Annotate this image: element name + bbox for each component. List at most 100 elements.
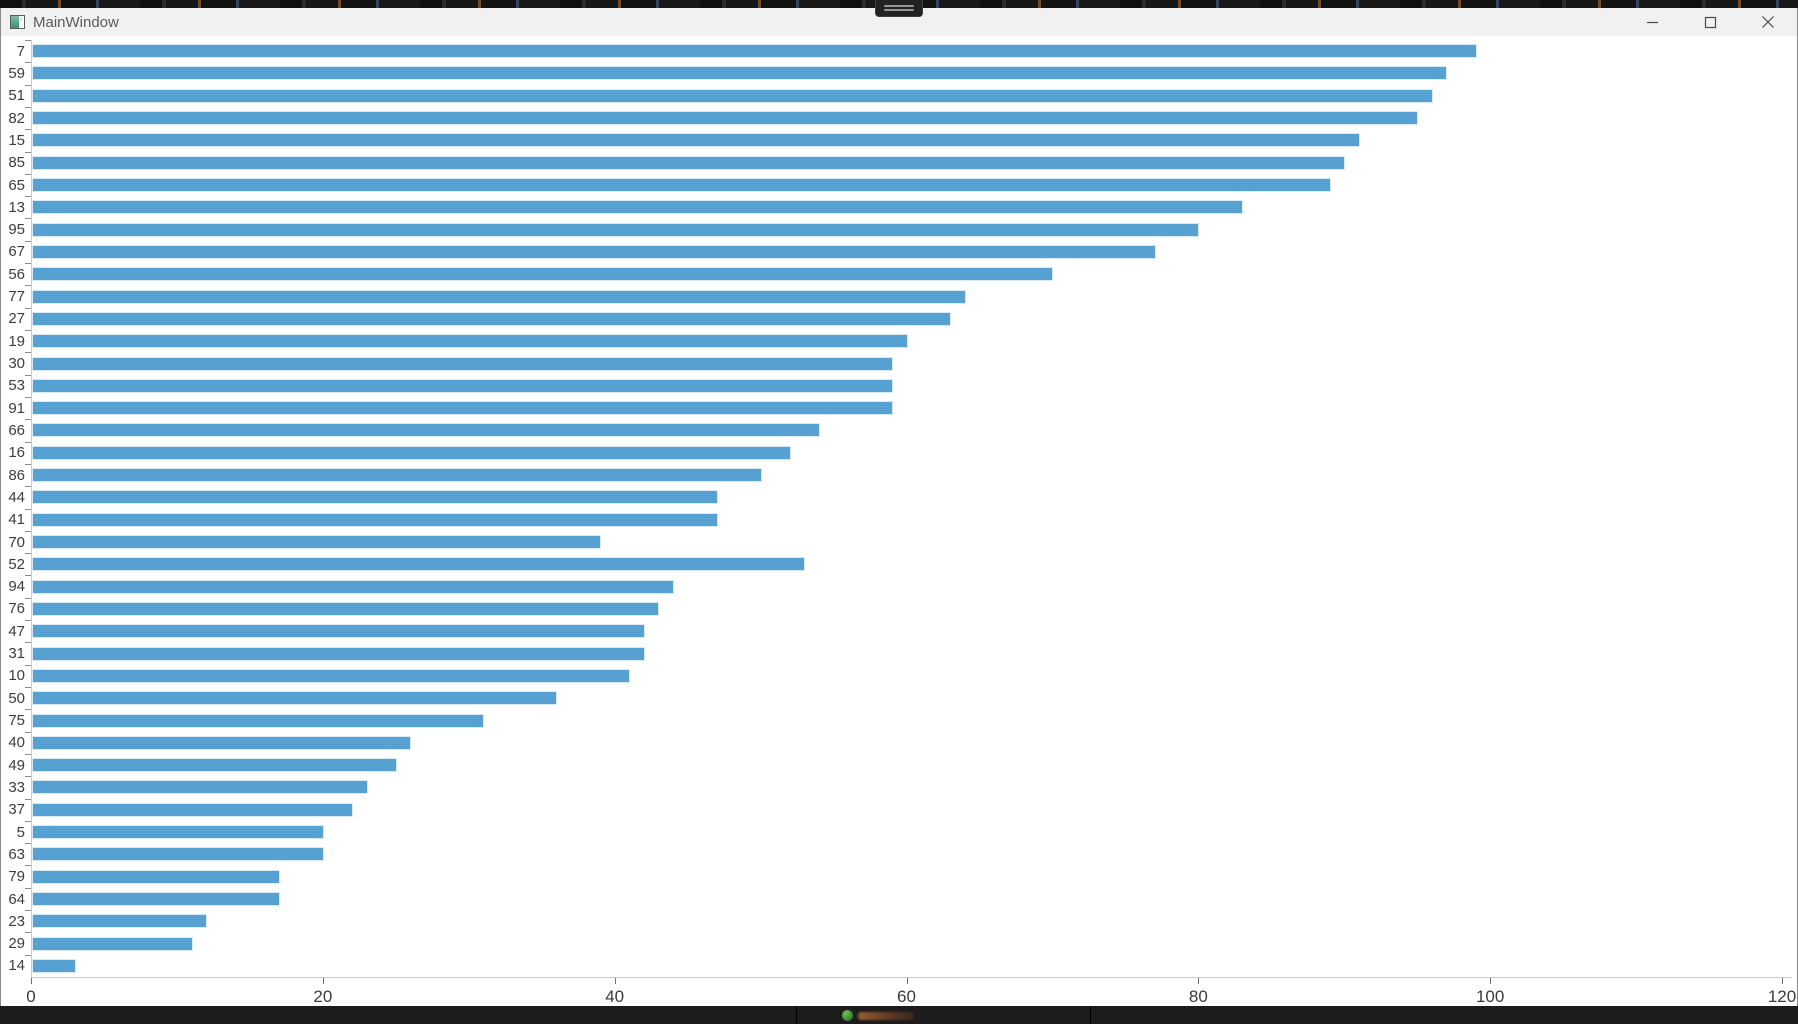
bar-row: 29 bbox=[1, 933, 1797, 955]
bar bbox=[32, 111, 1419, 126]
bar bbox=[32, 356, 893, 371]
taskbar-divider bbox=[796, 1006, 797, 1024]
bar-row: 41 bbox=[1, 509, 1797, 531]
y-tick-mark bbox=[25, 776, 31, 778]
y-tick-label: 49 bbox=[8, 756, 25, 774]
bar-row: 91 bbox=[1, 397, 1797, 419]
bar-row: 27 bbox=[1, 308, 1797, 330]
y-tick-mark bbox=[25, 106, 31, 108]
bar-row: 19 bbox=[1, 330, 1797, 352]
bar bbox=[32, 914, 208, 929]
y-tick-mark bbox=[25, 486, 31, 488]
y-tick-label: 16 bbox=[8, 444, 25, 462]
y-tick-label: 59 bbox=[8, 64, 25, 82]
bar bbox=[32, 334, 908, 349]
bar bbox=[32, 847, 324, 862]
y-tick-mark bbox=[25, 62, 31, 64]
y-tick-mark bbox=[25, 151, 31, 153]
window-title: MainWindow bbox=[33, 13, 119, 31]
y-tick-mark bbox=[25, 620, 31, 622]
bar bbox=[32, 378, 893, 393]
y-tick-label: 95 bbox=[8, 221, 25, 239]
x-tick-mark bbox=[31, 978, 32, 984]
minimize-button[interactable] bbox=[1623, 8, 1681, 36]
y-tick-label: 33 bbox=[8, 778, 25, 796]
x-tick-mark bbox=[906, 978, 908, 984]
bar bbox=[32, 668, 631, 683]
y-tick-mark bbox=[25, 307, 31, 309]
y-tick-label: 29 bbox=[8, 935, 25, 953]
taskbar-divider bbox=[1090, 1006, 1091, 1024]
y-tick-label: 56 bbox=[8, 265, 25, 283]
maximize-button[interactable] bbox=[1681, 8, 1739, 36]
y-tick-label: 85 bbox=[8, 154, 25, 172]
y-tick-label: 19 bbox=[8, 332, 25, 350]
y-tick-label: 47 bbox=[8, 622, 25, 640]
main-window: MainWindow 7 59 51 82 15 85 65 13 95 67 56 77 27 19 30… bbox=[0, 8, 1798, 1006]
bar-row: 66 bbox=[1, 419, 1797, 441]
bar bbox=[32, 445, 791, 460]
y-tick-mark bbox=[25, 954, 31, 956]
grab-handle-icon bbox=[884, 9, 914, 11]
bar-rows: 7 59 51 82 15 85 65 13 95 67 56 77 27 19 30 53 91 66 16 86 4… bbox=[1, 40, 1797, 977]
close-button[interactable] bbox=[1739, 8, 1797, 36]
bar bbox=[32, 579, 675, 594]
y-tick-label: 37 bbox=[8, 801, 25, 819]
y-tick-label: 67 bbox=[8, 243, 25, 261]
y-tick-label: 70 bbox=[8, 533, 25, 551]
x-tick-label: 100 bbox=[1475, 987, 1505, 1006]
y-tick-label: 53 bbox=[8, 377, 25, 395]
y-tick-mark bbox=[25, 240, 31, 242]
bar bbox=[32, 267, 1054, 282]
bar-row: 23 bbox=[1, 910, 1797, 932]
bar-row: 49 bbox=[1, 754, 1797, 776]
y-tick-label: 77 bbox=[8, 288, 25, 306]
y-tick-label: 41 bbox=[8, 511, 25, 529]
y-tick-label: 7 bbox=[16, 42, 25, 60]
bar-row: 95 bbox=[1, 219, 1797, 241]
y-tick-mark bbox=[25, 196, 31, 198]
bar-row: 82 bbox=[1, 107, 1797, 129]
bar bbox=[32, 713, 485, 728]
x-tick-label: 40 bbox=[605, 987, 625, 1006]
y-tick-label: 76 bbox=[8, 600, 25, 618]
x-tick-label: 80 bbox=[1188, 987, 1208, 1006]
y-tick-label: 23 bbox=[8, 912, 25, 930]
bar-row: 85 bbox=[1, 152, 1797, 174]
bar bbox=[32, 780, 368, 795]
y-tick-mark bbox=[25, 263, 31, 265]
bar bbox=[32, 401, 893, 416]
y-tick-mark bbox=[25, 352, 31, 354]
x-tick-mark bbox=[1490, 978, 1492, 984]
bar bbox=[32, 244, 1156, 259]
x-tick-label: 20 bbox=[313, 987, 333, 1006]
bar-chart: 7 59 51 82 15 85 65 13 95 67 56 77 27 19 30 53 91 66 16 86 4… bbox=[1, 36, 1797, 1006]
bar bbox=[32, 155, 1346, 170]
y-tick-mark bbox=[25, 597, 31, 599]
y-tick-mark bbox=[25, 173, 31, 175]
bar bbox=[32, 691, 558, 706]
y-tick-label: 31 bbox=[8, 645, 25, 663]
bar-row: 79 bbox=[1, 866, 1797, 888]
y-tick-mark bbox=[25, 553, 31, 555]
x-axis-line bbox=[31, 977, 1792, 978]
y-tick-label: 86 bbox=[8, 466, 25, 484]
y-tick-mark bbox=[25, 843, 31, 845]
x-tick-mark bbox=[1782, 978, 1783, 984]
bar bbox=[32, 936, 193, 951]
bar-row: 5 bbox=[1, 821, 1797, 843]
bar bbox=[32, 735, 412, 750]
bar bbox=[32, 869, 281, 884]
bar-row: 64 bbox=[1, 888, 1797, 910]
bar bbox=[32, 624, 645, 639]
y-tick-mark bbox=[25, 441, 31, 443]
bar-row: 13 bbox=[1, 196, 1797, 218]
x-tick-label: 60 bbox=[897, 987, 916, 1006]
y-tick-mark bbox=[25, 820, 31, 822]
screenshare-toolbar-handle[interactable] bbox=[875, 0, 923, 17]
bar-row: 40 bbox=[1, 732, 1797, 754]
window-controls bbox=[1623, 8, 1797, 36]
y-tick-mark bbox=[25, 664, 31, 666]
y-axis-line bbox=[31, 40, 32, 977]
